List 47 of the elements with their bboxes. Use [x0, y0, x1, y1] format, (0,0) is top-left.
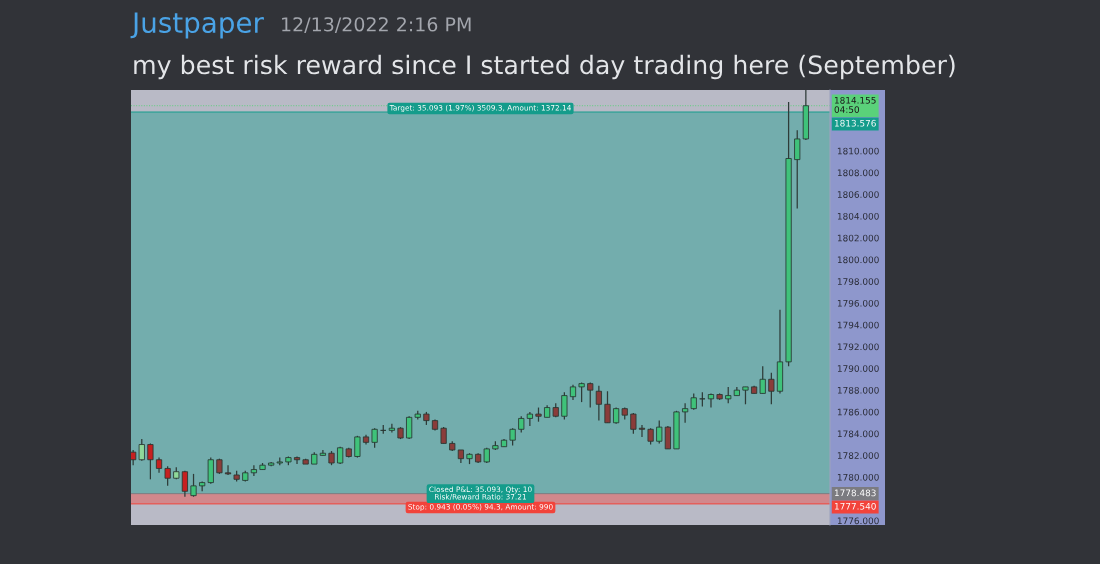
- candlestick: [371, 427, 378, 449]
- y-tick-label: 1784.000: [837, 430, 879, 438]
- candlestick: [190, 473, 197, 498]
- y-tick-label: 1790.000: [837, 365, 879, 372]
- candlestick: [759, 365, 766, 395]
- y-tick-label: 1788.000: [837, 386, 879, 394]
- candlestick: [224, 464, 232, 476]
- chart-subtitle: my best risk reward since I started day trading here (September): [134, 54, 955, 80]
- candlestick: [595, 385, 602, 422]
- candlestick: [638, 424, 646, 438]
- ref-line-label: 1777.540: [834, 502, 876, 510]
- ref-line-label: 1778.483: [834, 489, 876, 497]
- y-tick-label: 1804.000: [837, 212, 879, 220]
- candlestick: [388, 423, 395, 434]
- candlestick: [138, 438, 145, 462]
- candlestick: [707, 392, 715, 409]
- candlestick: [207, 456, 214, 485]
- y-tick-label: 1800.000: [837, 256, 879, 264]
- candlestick: [587, 381, 594, 409]
- y-tick-label: 1796.000: [837, 299, 879, 307]
- candlestick: [682, 402, 689, 424]
- y-tick-label: 1810.000: [837, 147, 879, 155]
- candlestick: [794, 129, 801, 210]
- candlestick: [181, 470, 188, 498]
- y-tick-label: 1798.000: [837, 278, 879, 285]
- candlestick: [561, 391, 568, 421]
- y-tick-label: 1782.000: [837, 452, 879, 459]
- y-tick-label: 1780.000: [837, 473, 879, 481]
- chart-title: Justpaper: [130, 12, 264, 39]
- y-tick-label: 1794.000: [837, 321, 879, 329]
- y-tick-label: 1806.000: [837, 191, 879, 198]
- candlestick: [293, 455, 301, 465]
- candlestick: [604, 390, 611, 424]
- y-tick-label: 1792.000: [837, 343, 879, 351]
- candlestick: [664, 425, 671, 450]
- y-tick-label: 1776.000: [837, 517, 879, 525]
- y-tick-label: 1802.000: [837, 234, 879, 242]
- candlestick: [656, 419, 663, 445]
- candlestick: [768, 372, 775, 405]
- ref-line-label: 1813.576: [834, 119, 876, 127]
- ref-line-label: 1814.155 04:50: [834, 96, 876, 113]
- y-tick-label: 1808.000: [837, 169, 879, 177]
- candlestick: [250, 464, 257, 477]
- y-tick-label: 1786.000: [837, 408, 879, 416]
- candlestick: [147, 442, 154, 480]
- text: 12/13/2022 2:16 PM: [282, 17, 471, 34]
- candlestick: [164, 465, 171, 487]
